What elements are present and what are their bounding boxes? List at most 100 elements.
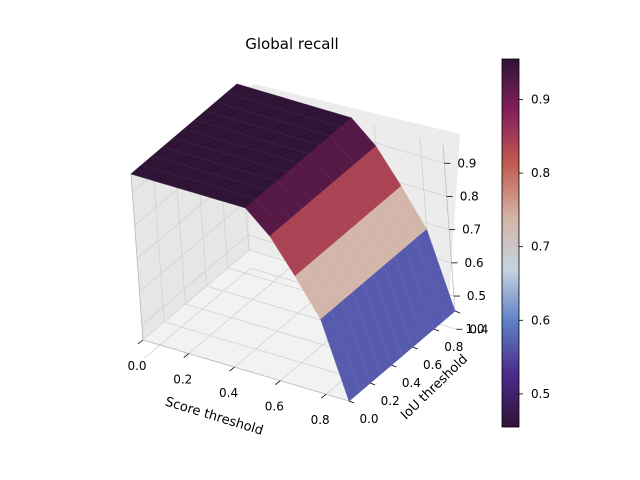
surface-wire <box>340 126 366 156</box>
surface-wire <box>294 113 319 121</box>
surface-wire <box>294 276 321 320</box>
colorbar-tick-label: 0.7 <box>531 240 550 254</box>
colorbar-ticks: 0.5 0.6 0.7 0.8 0.9 <box>519 92 550 401</box>
surface-wire <box>228 117 252 125</box>
surface-wire <box>352 292 382 375</box>
surface-wire <box>369 213 396 257</box>
surface-wire <box>280 227 306 268</box>
surface-wire <box>254 173 278 182</box>
surface-wire <box>238 108 262 116</box>
axis-line <box>142 339 350 402</box>
colorbar-tick-label: 0.5 <box>531 387 550 401</box>
surface-wire <box>317 119 341 128</box>
y-tick-label: 0.2 <box>381 394 400 408</box>
z-tick-label: 0.6 <box>465 256 484 270</box>
surface-wire <box>337 240 364 284</box>
surface-wire <box>152 155 176 164</box>
surface-wire <box>222 200 246 209</box>
axis-line <box>442 144 456 312</box>
y-tick-label: 1.0 <box>465 322 484 336</box>
y-tick <box>454 310 461 314</box>
x-axis-ticks: 0.0 0.2 0.4 0.6 0.8 <box>127 339 330 427</box>
colorbar-tick-label: 0.6 <box>531 313 550 327</box>
surface-wire <box>219 151 243 159</box>
surface-wire <box>390 195 417 239</box>
surface-wire <box>326 249 353 293</box>
surface-wire <box>298 162 324 192</box>
surface-wire <box>231 167 255 175</box>
surface-wire <box>263 140 287 148</box>
surface-wire <box>233 191 257 200</box>
surface-wire <box>301 209 328 250</box>
surface-wire <box>164 171 188 179</box>
surface-wire <box>331 310 360 393</box>
surface-wire <box>400 186 427 230</box>
surface-wire <box>236 83 260 92</box>
x-tick-label: 0.2 <box>173 373 192 387</box>
x-tick <box>275 380 281 385</box>
surface-wire <box>249 99 273 107</box>
surface-wire <box>217 126 241 134</box>
z-tick-label: 0.8 <box>460 189 479 203</box>
surface-wire <box>275 155 299 164</box>
surface-wire <box>261 115 285 123</box>
surface-wire <box>290 218 317 259</box>
surface-wire <box>208 160 232 168</box>
z-tick-label: 0.5 <box>467 289 486 303</box>
surface-wire <box>215 101 239 110</box>
y-tick <box>391 364 397 368</box>
x-tick <box>137 339 144 345</box>
grid-line <box>144 267 251 359</box>
z-tick-label: 0.7 <box>462 223 481 237</box>
surface-wire <box>347 231 374 275</box>
surface-wire <box>273 131 297 139</box>
y-tick <box>412 346 418 350</box>
surface <box>130 83 456 402</box>
surface-wire <box>322 191 349 232</box>
surface-wire <box>241 158 266 166</box>
surface-wire <box>162 146 186 155</box>
surface-wire <box>272 106 296 114</box>
surface-wire <box>330 135 355 165</box>
surface-wire <box>243 182 267 191</box>
surface-wire <box>130 173 154 182</box>
surface-wire <box>199 194 223 202</box>
surface-wire <box>375 146 402 187</box>
z-tick-label: 0.4 <box>469 322 488 336</box>
y-tick-label: 0.6 <box>423 358 442 372</box>
surface-wire <box>210 185 234 193</box>
surface-wire <box>245 207 271 237</box>
surface-wire <box>343 173 370 214</box>
surface-wire <box>351 117 377 147</box>
colorbar-tick-label: 0.8 <box>531 166 550 180</box>
surface-wire <box>426 229 456 312</box>
surface-wire <box>252 149 276 157</box>
surface-wire <box>220 176 244 184</box>
surface-wire <box>266 189 292 219</box>
surface-wire <box>226 92 250 101</box>
grid-line <box>141 234 249 326</box>
y-tick-label: 0.4 <box>402 376 421 390</box>
surface-wire <box>341 301 371 384</box>
surface-patch <box>320 310 360 402</box>
surface-wire <box>312 200 338 241</box>
x-tick-label: 0.0 <box>127 359 146 373</box>
surface-wire <box>358 222 385 266</box>
x-tick <box>183 353 190 358</box>
grid-line <box>142 249 250 341</box>
grid-line <box>188 263 296 354</box>
x-tick-label: 0.8 <box>311 413 330 427</box>
surface-wire <box>229 142 253 150</box>
x-tick <box>320 393 327 399</box>
surface-wire <box>415 238 445 321</box>
surface-wire <box>183 128 207 137</box>
x-tick-label: 0.6 <box>265 400 284 414</box>
surface-wire <box>365 155 391 196</box>
y-axis-ticks: 0.00.20.40.60.81.0 <box>348 310 485 426</box>
surface-wire <box>141 164 165 173</box>
surface-wire <box>259 90 283 98</box>
surface-wire <box>308 153 334 183</box>
surface-wire <box>284 122 308 130</box>
surface-wire <box>176 187 200 195</box>
surface-wire <box>175 162 199 170</box>
